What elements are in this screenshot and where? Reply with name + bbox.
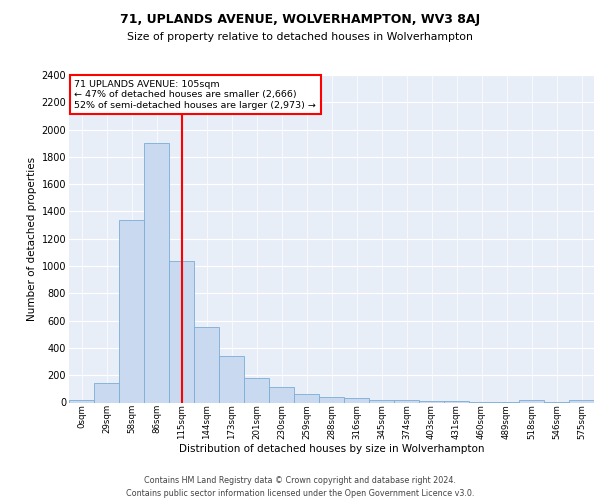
Bar bbox=[244, 378, 269, 402]
Text: Size of property relative to detached houses in Wolverhampton: Size of property relative to detached ho… bbox=[127, 32, 473, 42]
Bar bbox=[319, 397, 344, 402]
Bar bbox=[169, 260, 194, 402]
Text: 71 UPLANDS AVENUE: 105sqm
← 47% of detached houses are smaller (2,666)
52% of se: 71 UPLANDS AVENUE: 105sqm ← 47% of detac… bbox=[74, 80, 316, 110]
Bar bbox=[344, 398, 369, 402]
Bar bbox=[394, 400, 419, 402]
Bar bbox=[219, 356, 244, 403]
Bar bbox=[119, 220, 144, 402]
Bar bbox=[519, 400, 544, 402]
Bar bbox=[369, 400, 394, 402]
Bar bbox=[444, 401, 469, 402]
Bar bbox=[294, 394, 319, 402]
Bar bbox=[144, 143, 169, 403]
Bar bbox=[569, 400, 594, 402]
Bar bbox=[269, 387, 294, 402]
Text: 71, UPLANDS AVENUE, WOLVERHAMPTON, WV3 8AJ: 71, UPLANDS AVENUE, WOLVERHAMPTON, WV3 8… bbox=[120, 12, 480, 26]
Bar bbox=[94, 384, 119, 402]
Y-axis label: Number of detached properties: Number of detached properties bbox=[28, 156, 37, 321]
X-axis label: Distribution of detached houses by size in Wolverhampton: Distribution of detached houses by size … bbox=[179, 444, 484, 454]
Bar bbox=[194, 328, 219, 402]
Text: Contains HM Land Registry data © Crown copyright and database right 2024.
Contai: Contains HM Land Registry data © Crown c… bbox=[126, 476, 474, 498]
Bar bbox=[419, 401, 444, 402]
Bar bbox=[69, 400, 94, 402]
